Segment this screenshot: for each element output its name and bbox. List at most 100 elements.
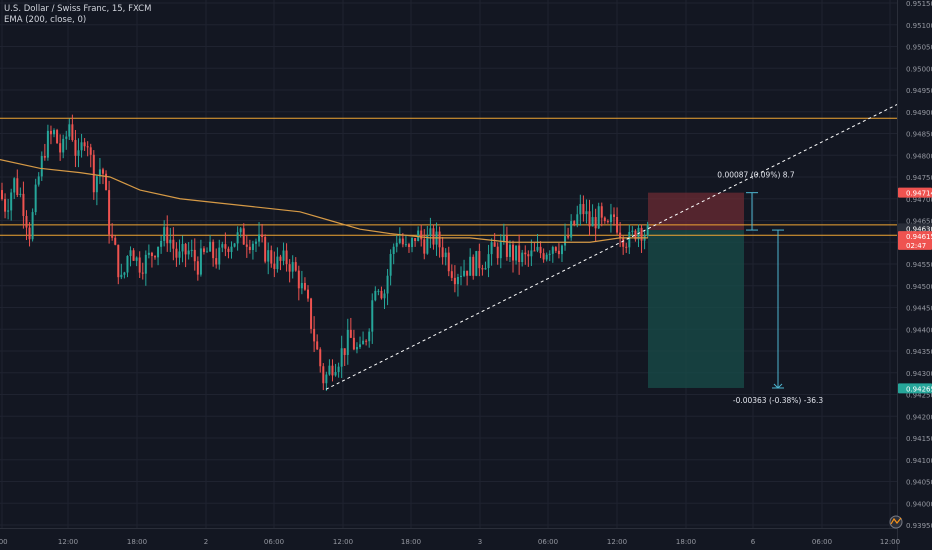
candle-body: [343, 348, 346, 355]
candle-body: [374, 290, 377, 301]
candle-body: [239, 228, 242, 233]
candle-body: [43, 156, 46, 158]
candle-body: [199, 248, 202, 275]
candle-body: [554, 247, 557, 251]
candle-body: [548, 253, 551, 255]
candle-body: [631, 230, 634, 232]
candle-body: [609, 214, 612, 223]
candle-body: [337, 366, 340, 373]
candle-body: [328, 365, 331, 375]
candle-body: [371, 300, 374, 332]
candle-body: [59, 143, 62, 153]
price-badge: [898, 239, 932, 250]
candle-body: [267, 250, 270, 262]
candle-body: [258, 234, 261, 242]
candle-body: [340, 348, 343, 367]
candle-body: [202, 248, 205, 252]
candle-body: [163, 227, 166, 241]
candle-body: [401, 238, 404, 245]
candle-body: [567, 236, 570, 238]
candle-body: [557, 250, 560, 255]
candle-body: [307, 289, 309, 299]
candle-body: [646, 224, 649, 236]
candle-body: [512, 244, 515, 261]
candle-body: [56, 130, 59, 144]
tradingview-logo-icon[interactable]: [889, 515, 903, 529]
candle-body: [438, 231, 441, 248]
candle-body: [1, 190, 3, 200]
candle-body: [334, 372, 337, 376]
candle-body: [4, 199, 7, 212]
candle-body: [441, 247, 444, 258]
candle-body: [233, 243, 236, 247]
candle-body: [74, 140, 77, 156]
candle-body: [496, 246, 499, 259]
candle-body: [285, 250, 288, 265]
candle-body: [331, 365, 334, 376]
candle-body: [105, 173, 108, 191]
time-tick-label: 18:00: [127, 538, 147, 546]
candle-body: [138, 257, 141, 273]
candle-body: [527, 254, 530, 257]
candle-body: [625, 246, 628, 248]
candle-body: [294, 262, 297, 271]
candle-body: [380, 290, 383, 299]
candle-body: [83, 142, 86, 147]
candle-body: [560, 245, 563, 255]
trendline[interactable]: [325, 102, 901, 390]
candle-body: [588, 211, 591, 227]
candle-body: [591, 217, 594, 227]
candle-body: [19, 193, 22, 195]
candle-body: [120, 274, 123, 278]
candle-body: [157, 246, 160, 258]
candle-body: [524, 252, 527, 255]
candle-body: [613, 214, 615, 217]
candle-body: [386, 275, 389, 294]
candle-body: [236, 232, 239, 244]
candle-body: [31, 212, 34, 240]
time-tick-label: 18:00: [676, 538, 696, 546]
candle-body: [460, 275, 462, 277]
candle-body: [423, 239, 426, 254]
candle-body: [463, 270, 466, 276]
time-axis[interactable]: :00 12:00 18:00 2 06:00 12:00 18:00 3 06:00 12:00…: [0, 528, 900, 547]
candle-body: [108, 190, 111, 235]
candle-body: [89, 147, 92, 155]
candle-body: [352, 337, 355, 350]
price-badge: [898, 187, 932, 198]
time-tick-label: 3: [478, 538, 482, 546]
symbol-title[interactable]: U.S. Dollar / Swiss Franc, 15, FXCM: [4, 4, 152, 14]
candle-body: [616, 216, 619, 233]
indicator-label[interactable]: EMA (200, close, 0): [4, 15, 87, 25]
candle-body: [101, 169, 104, 174]
candle-body: [297, 270, 300, 289]
position-measures: 0.00087 (0.09%) 8.7 -0.00363 (-0.38%) -36…: [717, 171, 823, 405]
time-tick-label: 12:00: [333, 538, 353, 546]
candle-body: [539, 246, 542, 254]
candle-body: [622, 238, 625, 247]
candle-body: [141, 272, 144, 274]
candle-body: [310, 298, 313, 329]
candle-body: [150, 252, 153, 257]
candle-body: [288, 264, 291, 272]
candle-body: [316, 341, 319, 350]
candle-body: [349, 329, 352, 338]
candle-body: [407, 244, 410, 248]
candle-body: [429, 228, 432, 236]
candle-body: [95, 176, 98, 193]
candle-body: [53, 130, 56, 135]
candle-body: [172, 239, 175, 249]
grid-lines: [0, 0, 897, 528]
candle-body: [426, 235, 429, 254]
horizontal-levels: [0, 117, 897, 236]
